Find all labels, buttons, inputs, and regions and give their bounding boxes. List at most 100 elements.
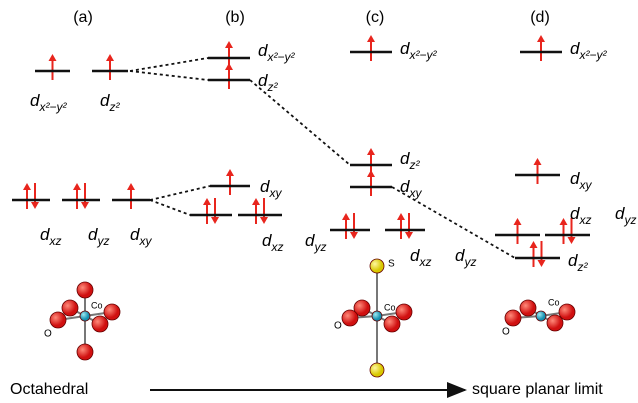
arrow-head: [367, 148, 375, 155]
arrow-head: [81, 202, 89, 209]
atom: [535, 310, 547, 322]
atom: [76, 281, 94, 299]
orbital-subscript: x²−y²: [266, 50, 295, 64]
atom: [519, 299, 537, 317]
atom: [371, 310, 383, 322]
spin-down: [31, 183, 39, 209]
orbital-label: dx²−y²: [570, 39, 607, 62]
atom: [353, 299, 371, 317]
atom: [91, 315, 109, 333]
axis-start: Octahedral: [10, 381, 88, 398]
arrow-head: [225, 63, 233, 70]
orbital-label: dyz: [615, 204, 636, 227]
column-label: (b): [225, 9, 245, 26]
arrow-head: [225, 41, 233, 48]
column-label: (d): [530, 9, 550, 26]
orbital-label: dxy: [400, 177, 422, 200]
orbital-subscript: z²: [576, 260, 588, 274]
arrow-head: [23, 183, 31, 190]
spin-down: [350, 213, 358, 239]
orbital-subscript: x²−y²: [38, 100, 67, 114]
column-label: (a): [73, 9, 93, 26]
orbital-subscript: yz: [463, 255, 476, 269]
spin-up: [225, 63, 233, 89]
orbital-label: dx²−y²: [258, 41, 295, 64]
orbital-base: d: [260, 177, 270, 196]
column-label: (c): [366, 9, 385, 26]
atom-label: Co: [91, 300, 103, 310]
orbital-subscript: xz: [418, 255, 431, 269]
arrow-head: [350, 232, 358, 239]
correlation-lines: [129, 57, 516, 259]
orbital-base: d: [615, 204, 625, 223]
orbital-subscript: xy: [138, 234, 152, 248]
spin-down: [211, 198, 219, 224]
orbital-base: d: [130, 225, 140, 244]
spin-down: [260, 198, 268, 224]
atom: [504, 309, 522, 327]
atom: [558, 303, 576, 321]
spin-up: [23, 183, 31, 209]
orbital-subscript: xy: [578, 178, 592, 192]
arrow-head: [31, 202, 39, 209]
orbital-label: dxz: [410, 246, 431, 269]
orbital-base: d: [400, 39, 410, 58]
orbital-base: d: [570, 204, 580, 223]
orbital-subscript: x²−y²: [578, 48, 607, 62]
orbital-label: dyz: [455, 246, 476, 269]
arrow-head: [367, 35, 375, 42]
orbital-base: d: [568, 251, 578, 270]
orbital-label: dx²−y²: [400, 39, 437, 62]
arrow-head: [405, 232, 413, 239]
orbital-subscript: x²−y²: [408, 48, 437, 62]
orbital-label: dxz: [570, 204, 591, 227]
orbital-label: dxy: [260, 177, 282, 200]
orbital-base: d: [40, 225, 50, 244]
arrow-head: [73, 183, 81, 190]
orbital-label: dz²: [568, 251, 588, 274]
spin-down: [537, 241, 546, 267]
atom: [369, 362, 385, 378]
spin-up: [367, 35, 375, 61]
orbital-label: dyz: [305, 231, 326, 254]
spin-up: [203, 198, 211, 224]
arrow-head: [529, 241, 538, 248]
orbital-base: d: [258, 71, 268, 90]
orbital-subscript: xy: [408, 186, 422, 200]
orbital-base: d: [455, 246, 465, 265]
orbital-subscript: yz: [96, 234, 109, 248]
orbital-base: d: [258, 41, 268, 60]
arrow-head: [397, 213, 405, 220]
arrow-head: [537, 260, 546, 267]
spin-up: [48, 54, 57, 80]
orbital-base: d: [30, 91, 40, 110]
orbital-label: dz²: [258, 71, 278, 94]
arrow-head: [127, 183, 135, 190]
spin-down: [405, 213, 413, 239]
arrow-head: [260, 217, 268, 224]
orbital-base: d: [570, 39, 580, 58]
orbital-label: dxz: [262, 231, 283, 254]
atom: [49, 311, 67, 329]
atom-label: O: [502, 327, 510, 338]
orbital-base: d: [305, 231, 315, 250]
spin-up: [529, 241, 538, 267]
orbital-base: d: [400, 149, 410, 168]
atom-label: S: [388, 259, 395, 270]
spin-up: [397, 213, 405, 239]
spin-up: [106, 54, 114, 80]
orbital-subscript: yz: [313, 240, 326, 254]
arrow-head: [559, 218, 568, 225]
axis-end: square planar limit: [472, 381, 603, 398]
arrow-head: [537, 35, 545, 42]
orbital-subscript: yz: [623, 213, 636, 227]
orbital-subscript: xz: [48, 234, 61, 248]
atom: [369, 258, 385, 274]
atom: [76, 343, 94, 361]
orbital-base: d: [88, 225, 98, 244]
arrow-head: [367, 170, 375, 177]
orbital-label: dz²: [100, 91, 120, 114]
orbital-base: d: [100, 91, 110, 110]
orbital-label: dxy: [130, 225, 152, 248]
